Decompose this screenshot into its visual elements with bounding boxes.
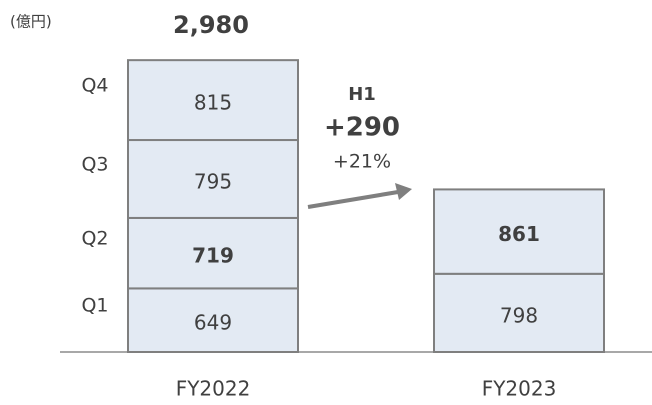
total-label: 2,980	[173, 11, 249, 39]
unit-label: (億円)	[10, 13, 52, 31]
bar-segment	[127, 287, 299, 354]
bar-segment	[127, 59, 299, 142]
value-label: 795	[194, 169, 232, 193]
x-tick-label: FY2023	[482, 377, 557, 401]
annotation-change: +290	[324, 113, 400, 143]
value-label: 649	[194, 311, 232, 335]
value-label: 861	[498, 222, 540, 246]
value-label: 798	[500, 303, 538, 327]
series-label: Q2	[81, 228, 108, 250]
value-label: 815	[194, 91, 232, 115]
arrow-head	[395, 183, 412, 200]
annotation-percent: +21%	[333, 151, 391, 173]
bar-segment	[433, 272, 605, 353]
series-label: Q1	[81, 295, 108, 317]
series-label: Q4	[81, 75, 108, 97]
bar-segment	[127, 216, 299, 290]
annotation-title: H1	[348, 84, 376, 105]
x-tick-label: FY2022	[176, 377, 251, 401]
series-label: Q3	[81, 153, 108, 175]
arrow-shaft	[307, 190, 399, 209]
value-label: 719	[192, 244, 234, 268]
bar-segment	[433, 188, 605, 275]
